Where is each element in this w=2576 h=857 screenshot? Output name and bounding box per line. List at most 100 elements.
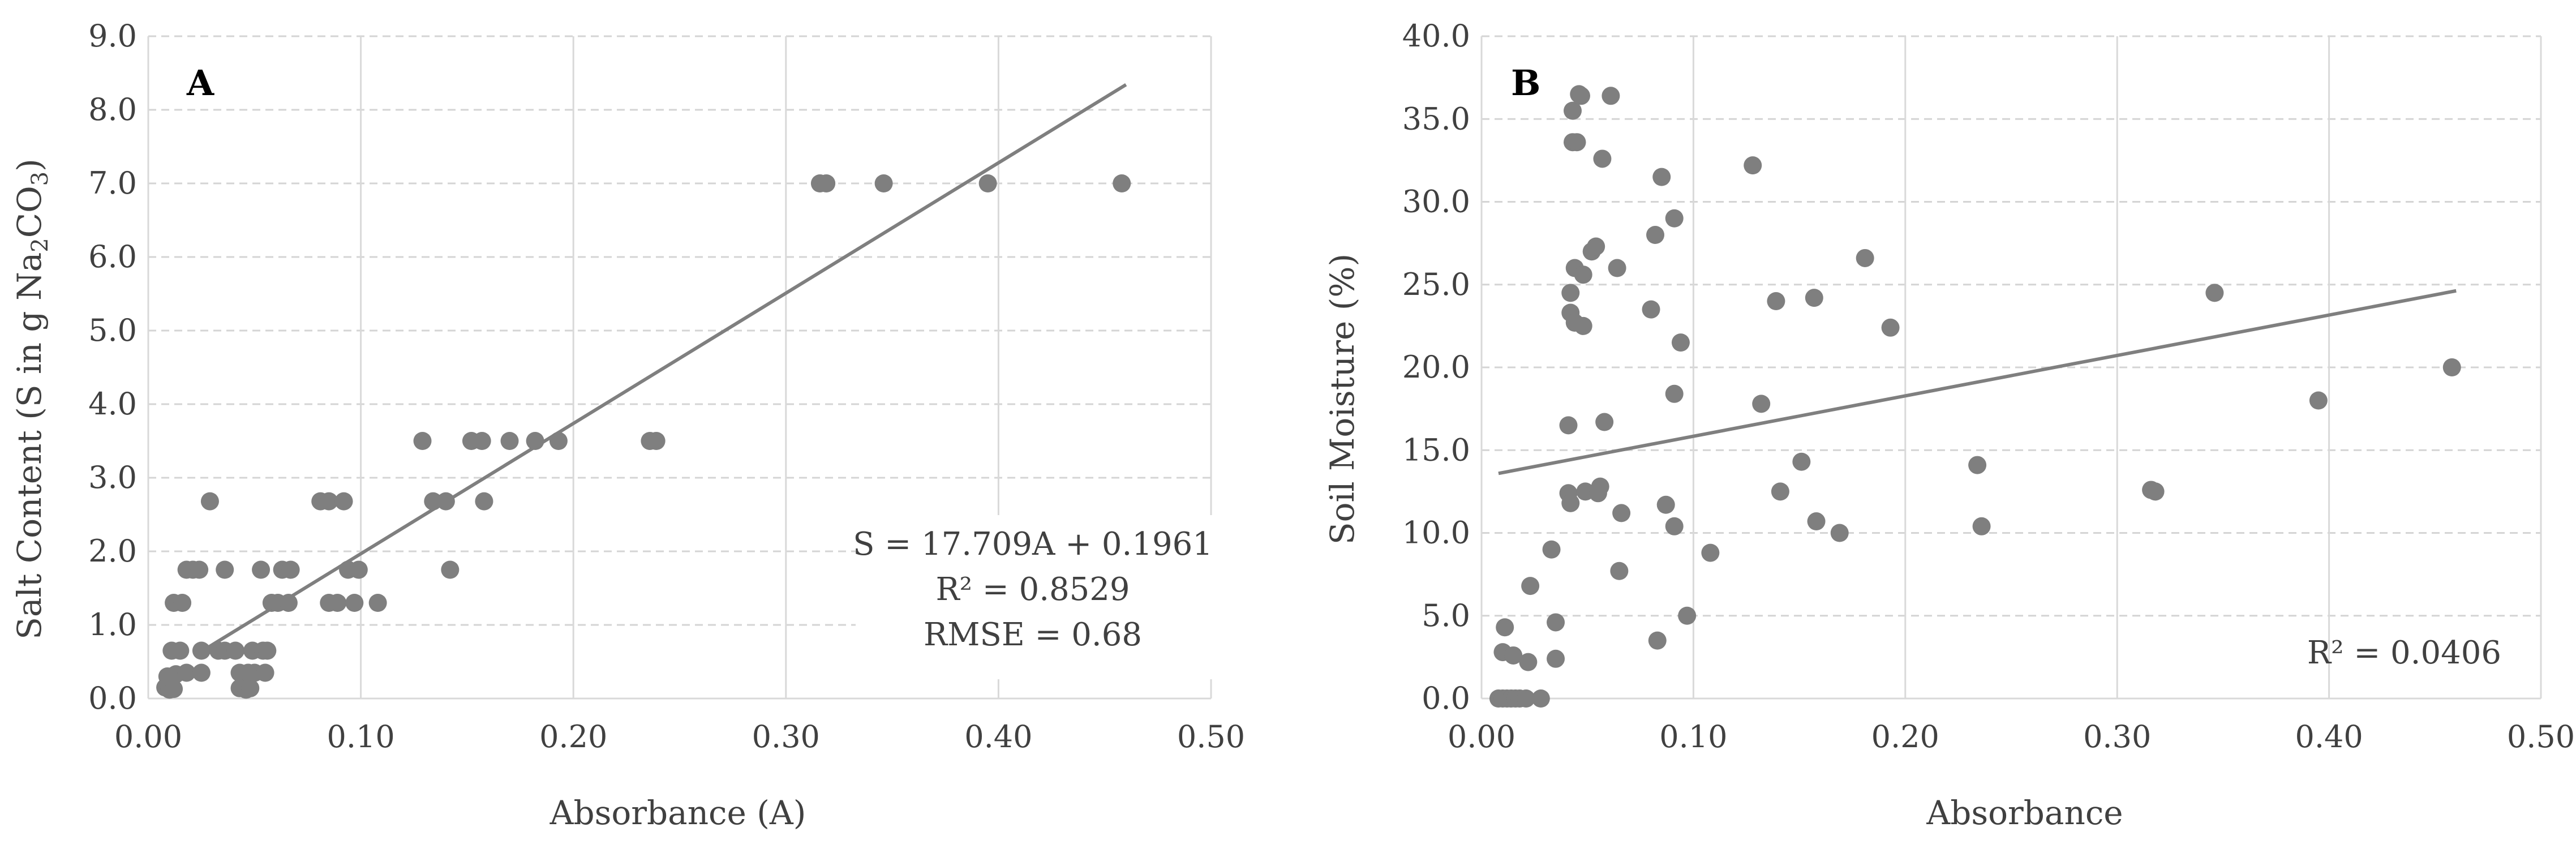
x-tick-label-a: 0.20 xyxy=(539,719,607,755)
trendline-a xyxy=(197,83,1127,655)
data-point-a xyxy=(334,492,353,511)
data-point-a xyxy=(281,560,300,579)
x-axis-title-a: Absorbance (A) xyxy=(549,794,806,832)
data-point-b xyxy=(1572,87,1590,105)
data-point-a xyxy=(177,663,196,682)
data-point-b xyxy=(1881,318,1900,337)
chart-panel-b: 0.0 5.0 10.0 15.0 20.0 25.0 30.0 35.0 40.0 0.00 0.… xyxy=(1323,18,2575,832)
x-tick-label-a: 0.10 xyxy=(327,719,394,755)
x-tick-label-a: 0.30 xyxy=(752,719,820,755)
y-tick-label-b: 20.0 xyxy=(1402,349,1470,385)
data-point-b xyxy=(1531,689,1550,708)
y-tick-label-a: 3.0 xyxy=(88,460,137,495)
data-point-b xyxy=(1593,149,1612,168)
rmse-a: RMSE = 0.68 xyxy=(924,616,1142,653)
data-point-a xyxy=(200,492,219,511)
data-point-b xyxy=(1547,613,1565,632)
x-tick-label-b: 0.50 xyxy=(2507,719,2575,755)
data-point-a xyxy=(475,492,493,511)
data-point-b xyxy=(1559,416,1578,435)
x-tick-label-a: 0.40 xyxy=(964,719,1032,755)
panel-label-b: B xyxy=(1511,62,1540,104)
data-point-b xyxy=(1561,284,1580,302)
data-point-a xyxy=(1113,174,1131,192)
data-point-b xyxy=(1591,477,1609,496)
y-tick-label-b: 15.0 xyxy=(1402,432,1470,468)
data-point-b xyxy=(1856,248,1874,267)
data-point-b xyxy=(1807,512,1826,531)
data-point-a xyxy=(549,432,568,450)
data-point-b xyxy=(1496,618,1514,637)
regression-equation-a: S = 17.709A + 0.1961 xyxy=(853,526,1213,563)
data-point-b xyxy=(1612,504,1631,522)
data-point-b xyxy=(1968,456,1987,474)
data-point-b xyxy=(1648,631,1667,650)
data-point-b xyxy=(1652,168,1671,186)
data-point-b xyxy=(2442,358,2461,376)
data-point-a xyxy=(328,594,347,612)
data-point-b xyxy=(1671,333,1690,352)
data-point-a xyxy=(526,432,544,450)
x-tick-label-a: 0.50 xyxy=(1177,719,1245,755)
data-point-b xyxy=(1665,384,1684,403)
data-point-b xyxy=(1574,316,1592,335)
data-point-b xyxy=(1830,524,1849,542)
r-squared-b: R² = 0.0406 xyxy=(2307,635,2501,671)
data-point-b xyxy=(1665,209,1684,228)
data-point-a xyxy=(368,594,387,612)
data-point-b xyxy=(1504,646,1523,665)
data-point-b xyxy=(1656,495,1675,514)
data-point-b xyxy=(1972,517,1991,535)
data-point-b xyxy=(2205,284,2224,302)
data-point-a xyxy=(345,594,364,612)
data-point-a xyxy=(190,560,209,579)
y-axis-title-a-sub1: 2 xyxy=(27,238,53,252)
y-tick-label-b: 5.0 xyxy=(1422,598,1470,633)
y-axis-title-a-mid: CO xyxy=(10,186,49,238)
data-point-a xyxy=(424,492,443,511)
data-point-b xyxy=(1608,259,1626,277)
data-point-a xyxy=(192,641,211,660)
data-point-b xyxy=(1701,543,1720,562)
data-point-a xyxy=(817,174,836,192)
data-point-b xyxy=(1602,87,1620,105)
x-tick-label-b: 0.30 xyxy=(2083,719,2151,755)
y-tick-label-a: 7.0 xyxy=(88,165,137,201)
y-tick-label-b: 30.0 xyxy=(1402,184,1470,220)
y-axis-title-b: Soil Moisture (%) xyxy=(1323,254,1362,545)
data-point-b xyxy=(1646,226,1665,244)
data-point-b xyxy=(1665,517,1684,535)
data-point-a xyxy=(279,594,298,612)
y-tick-label-a: 9.0 xyxy=(88,18,137,54)
data-point-a xyxy=(441,560,460,579)
y-tick-label-b: 25.0 xyxy=(1402,267,1470,302)
chart-panel-a: 0.0 1.0 2.0 3.0 4.0 5.0 6.0 7.0 8.0 9.0 0.00 0.10 0.… xyxy=(10,18,1245,832)
annotation-box-a xyxy=(856,515,1221,679)
data-point-a xyxy=(978,174,997,192)
y-axis-title-a: Salt Content (S in g Na2CO3) xyxy=(10,158,53,640)
data-point-b xyxy=(1517,689,1535,708)
data-point-a xyxy=(256,663,274,682)
data-point-b xyxy=(1792,452,1811,471)
data-point-a xyxy=(436,492,455,511)
y-tick-label-b: 0.0 xyxy=(1422,680,1470,716)
data-point-b xyxy=(1610,562,1629,580)
panel-label-a: A xyxy=(186,62,214,104)
trendline-b xyxy=(1498,289,2457,475)
y-tick-label-a: 0.0 xyxy=(88,680,137,716)
data-point-b xyxy=(1561,494,1580,512)
data-point-b xyxy=(1574,265,1592,284)
data-point-b xyxy=(1678,606,1697,625)
data-point-a xyxy=(216,560,234,579)
x-tick-label-b: 0.20 xyxy=(1871,719,1939,755)
data-point-b xyxy=(2309,391,2328,410)
data-point-a xyxy=(413,432,432,450)
data-point-a xyxy=(192,663,211,682)
data-point-b xyxy=(2146,482,2165,501)
data-point-a xyxy=(252,560,271,579)
y-tick-label-a: 4.0 xyxy=(88,386,137,422)
y-axis-title-a-suffix: ) xyxy=(10,158,49,172)
y-tick-label-a: 8.0 xyxy=(88,92,137,127)
r-squared-a: R² = 0.8529 xyxy=(935,571,1130,608)
